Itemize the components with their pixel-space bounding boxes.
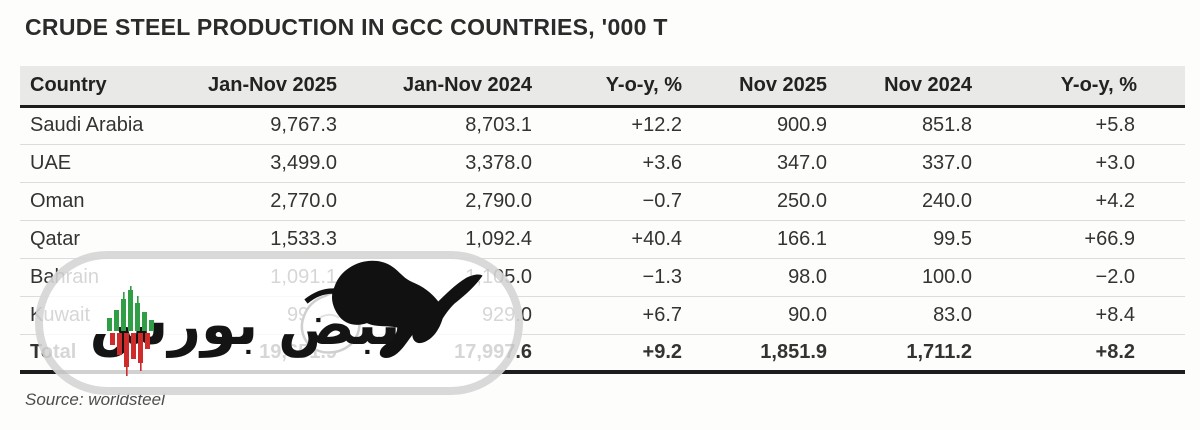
cell-value: +4.2 [1000, 182, 1185, 221]
col-header-nov-2025: Nov 2025 [710, 66, 855, 108]
cell-value: 166.1 [710, 220, 855, 259]
cell-value: 83.0 [855, 296, 1000, 335]
cell-value: 3,378.0 [365, 144, 560, 183]
cell-value: 1,851.9 [710, 334, 855, 374]
cell-value: 100.0 [855, 258, 1000, 297]
cell-value: −2.0 [1000, 258, 1185, 297]
cell-value: 337.0 [855, 144, 1000, 183]
cell-value: +9.2 [560, 334, 710, 374]
cell-value: 250.0 [710, 182, 855, 221]
table-row: Saudi Arabia 9,767.3 8,703.1 +12.2 900.9 851.… [20, 106, 1185, 145]
cell-value: 98.0 [710, 258, 855, 297]
cell-value: 9,767.3 [205, 106, 365, 145]
cell-value: 240.0 [855, 182, 1000, 221]
cell-value: 1,711.2 [855, 334, 1000, 374]
cell-value: +8.4 [1000, 296, 1185, 335]
col-header-jan-nov-2025: Jan-Nov 2025 [205, 66, 365, 108]
cell-country: Oman [20, 182, 205, 221]
cell-value: 3,499.0 [205, 144, 365, 183]
cell-value: −1.3 [560, 258, 710, 297]
cell-value: 900.9 [710, 106, 855, 145]
cell-value: +66.9 [1000, 220, 1185, 259]
cell-value: 2,770.0 [205, 182, 365, 221]
cell-value: 347.0 [710, 144, 855, 183]
col-header-yoy-month: Y-o-y, % [1000, 66, 1185, 108]
page-title: CRUDE STEEL PRODUCTION IN GCC COUNTRIES,… [25, 14, 668, 40]
col-header-yoy-ytd: Y-o-y, % [560, 66, 710, 108]
cell-value: +3.0 [1000, 144, 1185, 183]
cell-value: +8.2 [1000, 334, 1185, 374]
col-header-jan-nov-2024: Jan-Nov 2024 [365, 66, 560, 108]
cell-value: 99.5 [855, 220, 1000, 259]
cell-value: 8,703.1 [365, 106, 560, 145]
bull-icon [304, 260, 483, 358]
cell-value: 2,790.0 [365, 182, 560, 221]
table-header-row: Country Jan-Nov 2025 Jan-Nov 2024 Y-o-y,… [20, 66, 1185, 108]
cell-value: −0.7 [560, 182, 710, 221]
cell-country: UAE [20, 144, 205, 183]
col-header-country: Country [20, 66, 205, 108]
cell-value: +40.4 [560, 220, 710, 259]
cell-value: +3.6 [560, 144, 710, 183]
table-row: Oman 2,770.0 2,790.0 −0.7 250.0 240.0 +4.2 [20, 182, 1185, 221]
cell-value: +12.2 [560, 106, 710, 145]
table-row: UAE 3,499.0 3,378.0 +3.6 347.0 337.0 +3.0 [20, 144, 1185, 183]
col-header-nov-2024: Nov 2024 [855, 66, 1000, 108]
cell-value: 90.0 [710, 296, 855, 335]
candlestick-icon [107, 286, 154, 376]
cell-value: +6.7 [560, 296, 710, 335]
cell-value: +5.8 [1000, 106, 1185, 145]
cell-country: Saudi Arabia [20, 106, 205, 145]
cell-value: 851.8 [855, 106, 1000, 145]
